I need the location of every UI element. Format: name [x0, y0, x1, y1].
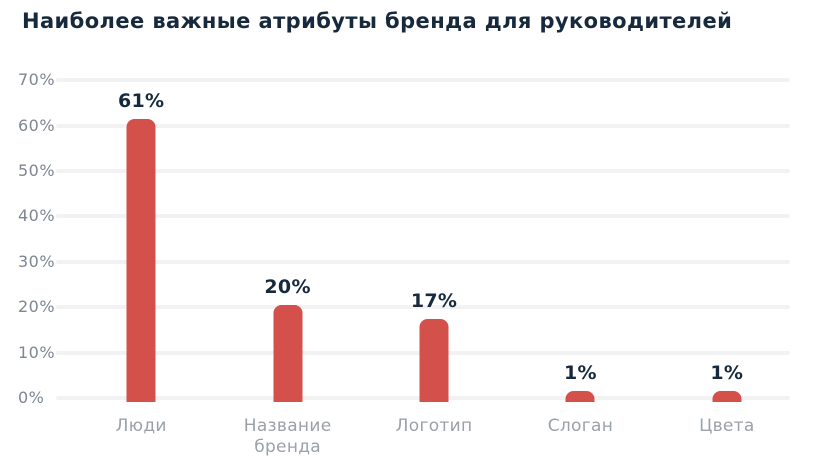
x-tick-label-text: Люди — [115, 416, 167, 436]
y-tick-label: 50% — [18, 161, 56, 180]
y-tick-label: 30% — [18, 251, 56, 271]
x-tick-label: Название бренда — [214, 416, 360, 458]
x-tick-label-text: Логотип — [395, 416, 473, 436]
y-tick-label: 70% — [18, 70, 56, 90]
bar-value-label: 61% — [118, 90, 165, 113]
gridline — [56, 169, 790, 173]
gridline — [56, 123, 790, 128]
y-tick-label: 10% — [18, 342, 56, 362]
gridline — [56, 305, 790, 310]
chart-title: Наиболее важные атрибуты бренда для руко… — [22, 9, 733, 33]
y-tick-label: 20% — [18, 297, 56, 317]
x-tick-label-text: Название бренда — [243, 416, 332, 457]
gridline — [56, 214, 790, 219]
bar-value-label: 1% — [710, 362, 744, 385]
bar-column: 20% Название бренда — [214, 0, 360, 460]
x-tick-label-text: Слоган — [547, 416, 614, 436]
bar-column: 17% Логотип — [361, 0, 507, 460]
x-tick-label: Логотип — [361, 416, 507, 437]
bar-value-label: 20% — [264, 276, 311, 299]
bar — [565, 391, 595, 402]
bar-columns: 61% Люди 20% Название бренда 17% Логотип 1% Сло… — [68, 0, 800, 460]
bar — [419, 318, 449, 402]
bar-column: 61% Люди — [68, 0, 214, 460]
gridline — [56, 78, 790, 83]
y-tick-label: 40% — [18, 206, 56, 226]
bar-value-label: 1% — [563, 362, 597, 385]
bar-value-label: 17% — [410, 289, 458, 312]
x-tick-label-text: Цвета — [699, 416, 755, 436]
bar — [273, 305, 303, 402]
bar-column: 1% Цвета — [654, 0, 800, 460]
bar — [712, 391, 742, 402]
gridline — [56, 259, 790, 264]
x-tick-label: Слоган — [507, 416, 653, 437]
bar-column: 1% Слоган — [507, 0, 653, 460]
x-tick-label: Цвета — [654, 416, 800, 437]
y-tick-label: 0% — [18, 388, 45, 407]
y-tick-label: 60% — [18, 115, 56, 135]
bar — [126, 119, 156, 402]
x-tick-label: Люди — [68, 416, 214, 437]
